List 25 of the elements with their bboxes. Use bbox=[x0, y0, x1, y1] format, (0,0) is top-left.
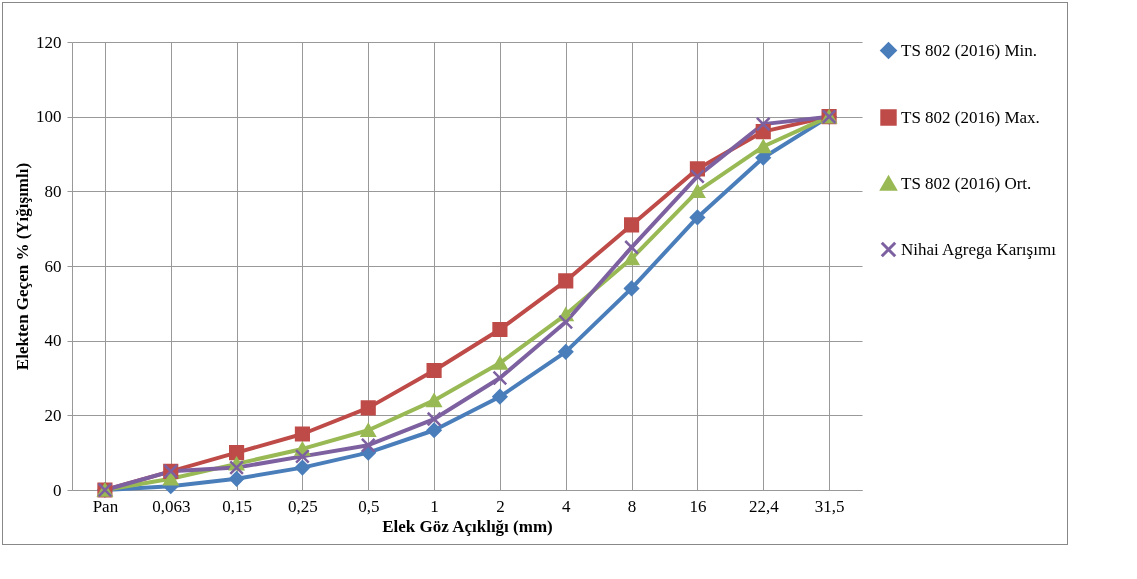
x-tick-label: 0,25 bbox=[288, 496, 318, 516]
y-axis-title: Elekten Geçen % (Yığışımlı) bbox=[13, 162, 32, 371]
x-tick-label: 2 bbox=[496, 496, 505, 516]
x-tick-label: 16 bbox=[689, 496, 707, 516]
x-tick-label: 22,4 bbox=[748, 496, 780, 516]
y-tick-label: 80 bbox=[44, 181, 62, 201]
legend-label: TS 802 (2016) Ort. bbox=[901, 173, 1032, 193]
x-tick-label: 1 bbox=[430, 496, 439, 516]
y-tick-label: 0 bbox=[53, 480, 62, 500]
legend-label: TS 802 (2016) Min. bbox=[901, 40, 1037, 60]
legend-label: Nihai Agrega Karışımı bbox=[901, 239, 1057, 259]
x-tick-label: 8 bbox=[627, 496, 637, 516]
legend-label: TS 802 (2016) Max. bbox=[901, 107, 1040, 127]
x-tick-label: 4 bbox=[562, 496, 571, 516]
y-tick-label: 100 bbox=[36, 107, 62, 127]
x-tick-label: 0,15 bbox=[222, 496, 252, 516]
x-tick-label: 31,5 bbox=[814, 496, 845, 516]
x-axis-title: Elek Göz Açıklığı (mm) bbox=[382, 516, 553, 536]
x-tick-label: 0,063 bbox=[152, 496, 191, 516]
y-tick-label: 20 bbox=[44, 405, 62, 425]
y-tick-label: 120 bbox=[36, 32, 62, 52]
y-tick-label: 60 bbox=[44, 256, 62, 276]
x-tick-label: Pan bbox=[92, 496, 119, 516]
x-tick-label: 0,5 bbox=[358, 496, 380, 516]
y-tick-label: 40 bbox=[44, 331, 62, 351]
